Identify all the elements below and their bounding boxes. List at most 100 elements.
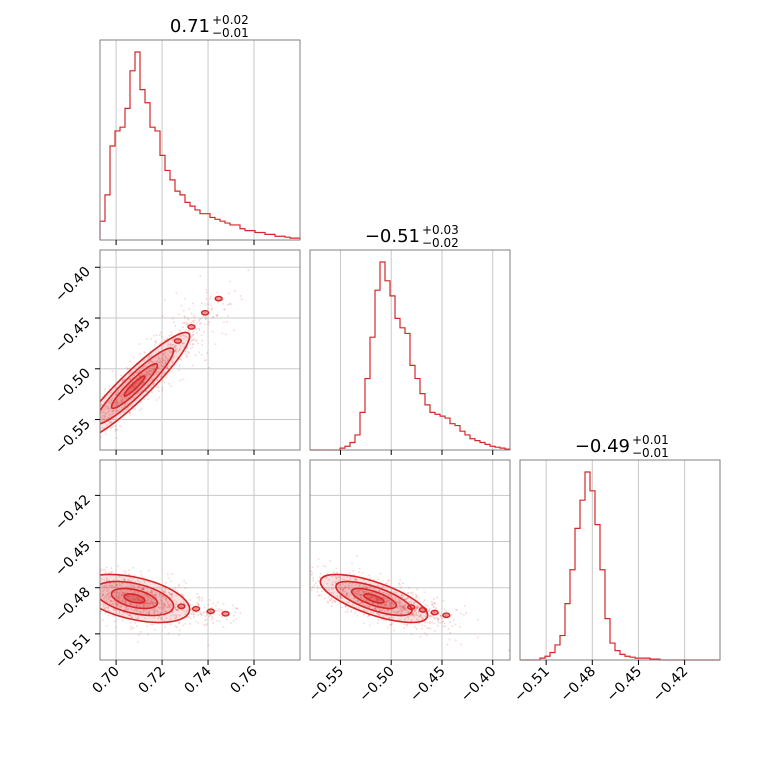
sample-point bbox=[168, 383, 170, 385]
sample-point bbox=[120, 596, 122, 598]
sample-point bbox=[413, 615, 416, 618]
sample-point bbox=[205, 288, 207, 291]
sample-point bbox=[159, 618, 162, 620]
sample-point bbox=[111, 570, 113, 573]
sample-point bbox=[127, 378, 130, 381]
sample-point bbox=[172, 357, 175, 359]
sample-point bbox=[421, 627, 423, 630]
sample-point bbox=[334, 600, 337, 603]
contour-island bbox=[418, 606, 428, 613]
sample-point bbox=[439, 622, 441, 624]
sample-point bbox=[107, 609, 110, 612]
sample-point bbox=[234, 607, 237, 609]
sample-point bbox=[183, 342, 185, 345]
sample-point bbox=[428, 615, 431, 618]
sample-point bbox=[139, 600, 141, 603]
sample-point bbox=[110, 422, 113, 424]
sample-point bbox=[91, 591, 93, 593]
sample-point bbox=[160, 606, 162, 609]
sample-point bbox=[190, 312, 193, 315]
sample-point bbox=[183, 602, 185, 604]
sample-point bbox=[332, 591, 334, 594]
sample-point bbox=[115, 393, 118, 396]
sample-point bbox=[143, 398, 146, 401]
sample-point bbox=[188, 604, 191, 606]
sample-point bbox=[93, 420, 95, 422]
sample-point bbox=[154, 610, 157, 612]
sample-point bbox=[126, 390, 128, 393]
sample-point bbox=[154, 595, 156, 597]
sample-point bbox=[84, 443, 86, 445]
sample-point bbox=[112, 410, 114, 413]
sample-point bbox=[344, 590, 347, 593]
sample-point bbox=[147, 602, 150, 605]
sample-point bbox=[165, 617, 168, 619]
sample-point bbox=[390, 608, 392, 611]
sample-point bbox=[388, 617, 391, 620]
sample-point bbox=[144, 352, 147, 354]
sample-point bbox=[330, 605, 333, 607]
sample-point bbox=[408, 602, 411, 604]
sample-point bbox=[205, 618, 208, 621]
sample-point bbox=[191, 604, 193, 606]
sample-point bbox=[136, 393, 139, 395]
sample-point bbox=[128, 574, 130, 576]
sample-point bbox=[92, 586, 94, 588]
sample-point bbox=[343, 578, 346, 581]
title-median: 0.71 bbox=[170, 16, 210, 37]
sample-point bbox=[178, 629, 181, 632]
sample-point bbox=[386, 589, 389, 592]
sample-point bbox=[192, 321, 195, 323]
sample-point bbox=[335, 578, 338, 580]
sample-point bbox=[407, 597, 409, 599]
sample-point bbox=[154, 602, 157, 605]
sample-point bbox=[215, 604, 217, 607]
sample-point bbox=[81, 444, 83, 446]
sample-point bbox=[204, 624, 207, 627]
sample-point bbox=[380, 603, 382, 606]
contour-island bbox=[407, 604, 416, 610]
sample-point bbox=[105, 611, 107, 613]
sample-point bbox=[360, 601, 363, 604]
sample-point bbox=[204, 315, 207, 317]
sample-point bbox=[477, 618, 479, 621]
sample-point bbox=[399, 583, 401, 586]
sample-point bbox=[161, 354, 164, 356]
sample-point bbox=[198, 320, 200, 322]
sample-point bbox=[170, 609, 172, 612]
sample-point bbox=[166, 367, 169, 370]
sample-point bbox=[103, 603, 106, 606]
sample-point bbox=[87, 603, 89, 605]
sample-point bbox=[128, 601, 131, 604]
sample-point bbox=[342, 583, 344, 586]
sample-point bbox=[116, 398, 118, 401]
sample-point bbox=[409, 613, 411, 616]
sample-point bbox=[363, 578, 366, 581]
sample-point bbox=[172, 317, 174, 320]
sample-point bbox=[136, 605, 139, 608]
sample-point bbox=[62, 459, 64, 461]
sample-point bbox=[413, 609, 416, 612]
sample-point bbox=[140, 407, 143, 410]
sample-point bbox=[150, 360, 153, 363]
sample-point bbox=[162, 366, 165, 368]
sample-point bbox=[130, 625, 132, 628]
sample-point bbox=[124, 602, 126, 604]
sample-point bbox=[114, 620, 116, 623]
sample-point bbox=[111, 404, 114, 407]
sample-point bbox=[167, 600, 169, 603]
sample-point bbox=[339, 594, 341, 597]
sample-point bbox=[162, 352, 164, 355]
sample-point bbox=[190, 340, 193, 342]
sample-point bbox=[182, 309, 185, 312]
sample-point bbox=[95, 433, 97, 435]
sample-point bbox=[90, 589, 92, 591]
sample-point bbox=[92, 607, 94, 609]
sample-point bbox=[118, 394, 121, 397]
sample-point bbox=[378, 590, 381, 593]
sample-point bbox=[94, 549, 96, 551]
sample-point bbox=[378, 589, 381, 592]
sample-point bbox=[129, 411, 131, 414]
sample-point bbox=[127, 407, 130, 410]
sample-point bbox=[95, 409, 97, 411]
